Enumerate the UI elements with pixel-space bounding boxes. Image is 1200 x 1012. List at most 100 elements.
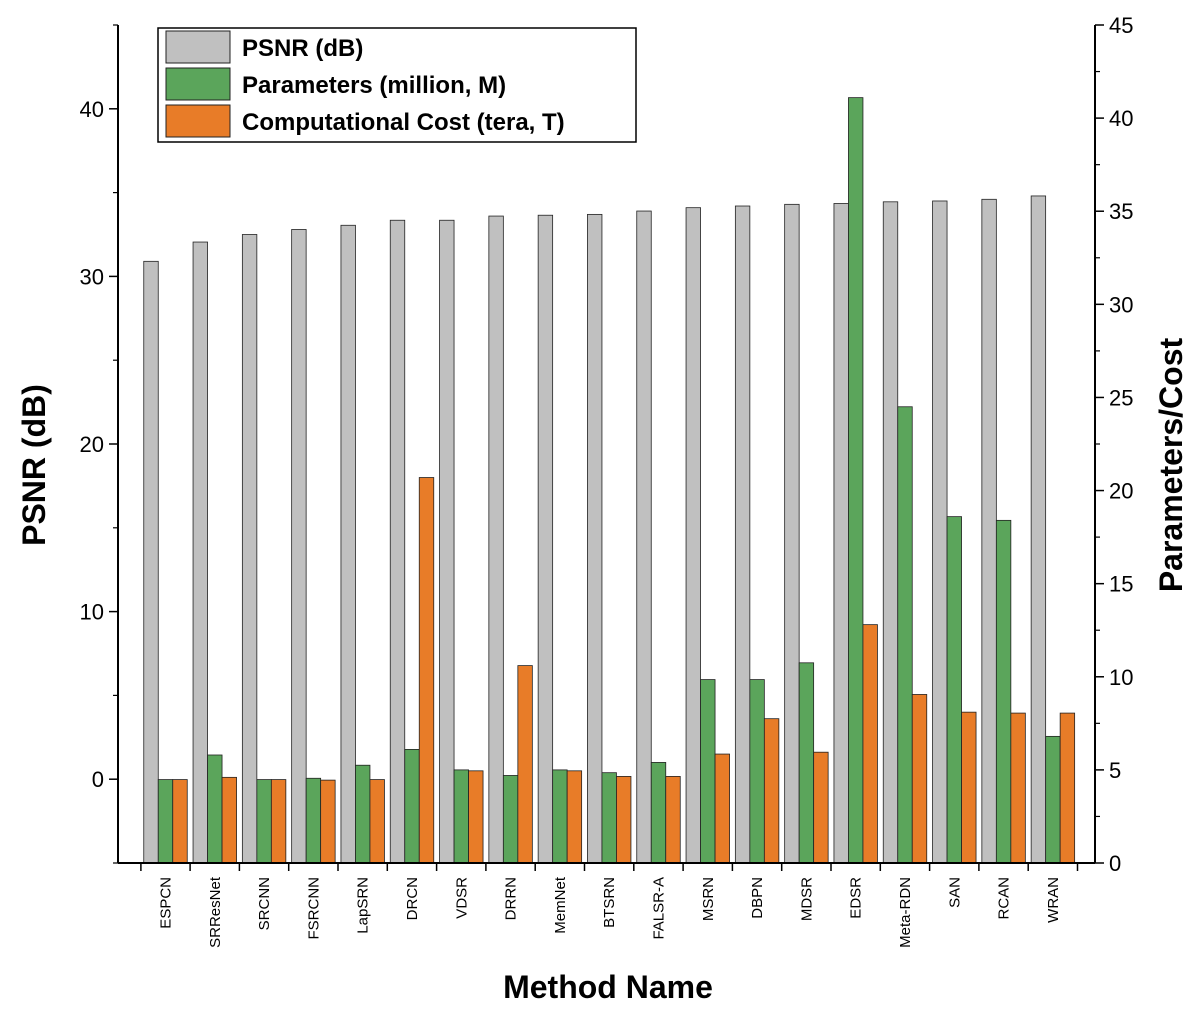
bar-mdsr-psnr [784,203,800,864]
bar-drcn-cost [418,477,435,864]
bar-vdsr-cost [468,770,484,864]
bar-msrn-cost [714,753,730,864]
bar-vdsr-parameters [453,769,469,864]
legend-label: Computational Cost (tera, T) [242,109,565,136]
legend: PSNR (dB) Parameters (million, M) Computat… [157,27,637,143]
x-tick-label: EDSR [848,877,865,919]
legend-swatch [165,67,231,101]
x-tick-label: DBPN [749,877,766,919]
y2-tick-label: 45 [1109,13,1133,38]
bar-mdsr-cost [813,751,829,864]
bar-san-cost [961,711,977,864]
y-tick-label: 0 [92,767,104,792]
x-tick-label: SRCNN [256,877,273,930]
bar-drcn-parameters [404,749,420,864]
y2-tick-label: 30 [1109,292,1133,317]
y-tick-label: 20 [80,432,104,457]
legend-box [157,27,637,143]
bar-srcnn-cost [270,779,287,864]
category-labels: ESPCN SRResNet SRCNN FSRCNN LapSRN DRCN VDSR DR… [158,876,1062,948]
bar-mdsr-parameters [798,662,815,864]
y2-tick-label: 40 [1109,106,1133,131]
bar-falsr-a-psnr [636,210,652,864]
bar-fsrcnn-psnr [291,229,307,864]
bar-rcan-psnr [981,198,997,864]
y2-tick-label: 10 [1109,665,1133,690]
x-tick-label: MDSR [798,877,815,921]
y2-tick-label: 5 [1109,758,1121,783]
bar-fsrcnn-parameters [305,777,322,864]
bar-drcn-psnr [389,219,406,864]
x-tick-label: FSRCNN [305,877,322,940]
bar-rcan-cost [1010,712,1026,864]
y-tick-label: 30 [80,264,104,289]
bar-espcn-cost [172,779,188,864]
x-tick-label: DRCN [404,877,421,920]
legend-label: Parameters (million, M) [242,72,506,99]
bar-dbpn-parameters [749,679,765,864]
y-tick-label: 10 [80,600,104,625]
bar-fsrcnn-cost [320,779,336,864]
bar-dbpn-cost [763,718,780,864]
bar-lapsrn-psnr [340,224,356,864]
x-tick-label: FALSR-A [651,877,668,940]
bar-espcn-parameters [157,779,174,864]
bar-edsr-cost [862,624,878,864]
axes-layer: 0 10 20 30 40 0 5 10 15 20 25 30 35 40 45 [80,13,1134,876]
bar-dbpn-psnr [734,205,751,864]
bar-wran-psnr [1030,195,1047,864]
y-tick-label: 40 [80,97,104,122]
x-tick-label: MemNet [552,876,569,934]
y2-tick-label: 20 [1109,479,1133,504]
bar-meta-rdn-psnr [882,201,899,864]
bar-memnet-cost [566,770,583,864]
bar-srresnet-cost [221,776,237,864]
bar-san-psnr [932,200,948,864]
x-tick-label: BTSRN [601,877,618,928]
bar-wran-parameters [1045,735,1061,864]
legend-swatch [165,30,231,64]
bar-drrn-cost [517,665,533,864]
y2-tick-label: 35 [1109,199,1133,224]
bar-lapsrn-cost [369,779,385,864]
bar-meta-rdn-cost [911,694,928,864]
bar-vdsr-psnr [439,219,455,864]
x-axis-title: Method Name [503,969,713,1005]
bar-meta-rdn-parameters [897,406,913,864]
bar-srresnet-psnr [192,241,208,864]
bar-msrn-parameters [700,679,716,864]
x-tick-label: VDSR [453,877,470,919]
bar-memnet-psnr [537,214,554,864]
x-tick-label: SRResNet [207,876,224,948]
x-tick-label: WRAN [1045,877,1062,923]
bar-edsr-parameters [848,97,864,864]
y2-tick-label: 15 [1109,572,1133,597]
x-tick-label: ESPCN [158,877,175,929]
y-axis-title: PSNR (dB) [16,384,52,546]
bar-wran-cost [1059,712,1076,864]
bar-edsr-psnr [833,203,849,864]
bar-srresnet-parameters [207,754,223,864]
bar-rcan-parameters [995,519,1012,864]
x-tick-label: SAN [946,877,963,908]
bar-btsrn-cost [616,776,632,864]
bar-btsrn-parameters [601,772,617,864]
x-tick-label: LapSRN [355,877,372,934]
bar-san-parameters [946,516,962,864]
x-tick-label: DRRN [503,877,520,920]
legend-swatch [165,104,231,138]
bar-memnet-parameters [552,769,568,864]
bar-drrn-psnr [488,215,504,864]
x-tick-label: Meta-RDN [897,877,914,948]
bar-msrn-psnr [685,207,701,864]
bar-srcnn-parameters [256,779,272,864]
bar-falsr-a-cost [665,776,681,864]
bar-srcnn-psnr [241,234,258,864]
y2-axis-title: Parameters/Cost [1153,337,1189,592]
bar-lapsrn-parameters [355,764,371,864]
x-tick-label: RCAN [996,877,1013,920]
bar-falsr-a-parameters [650,762,667,864]
y2-tick-label: 0 [1109,851,1121,876]
bar-drrn-parameters [502,775,519,864]
